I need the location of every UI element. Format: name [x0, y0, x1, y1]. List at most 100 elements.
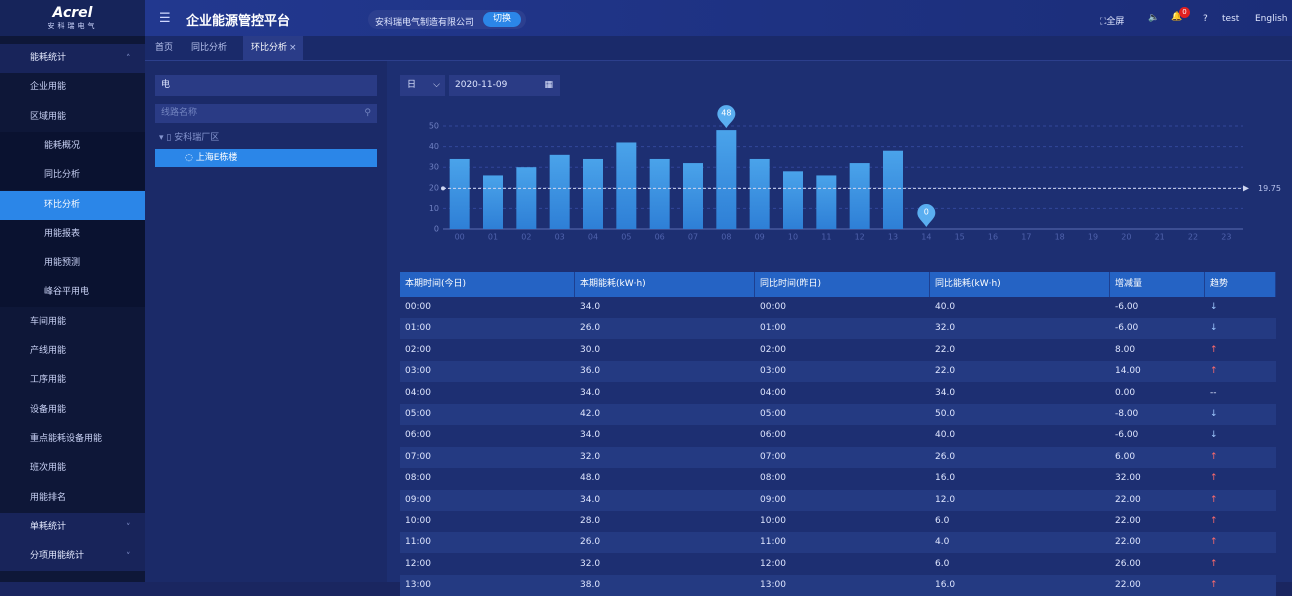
table-cell: 4.0	[935, 537, 950, 548]
average-start	[441, 186, 445, 191]
table-cell: 22.0	[935, 366, 956, 377]
x-tick-label: 18	[1055, 233, 1065, 242]
table-cell: 6.0	[935, 558, 950, 569]
table-cell: 10:00	[760, 516, 786, 526]
table-row	[400, 532, 1276, 554]
filter-panel: 电 线路名称 ⚲ ▾ ▯ 安科瑞厂区 ◌ 上海E栋楼	[145, 61, 387, 582]
table-header: 趋势	[1205, 272, 1276, 297]
table-cell: 12.0	[935, 494, 956, 505]
menu-item[interactable]: 班次用能	[30, 463, 67, 474]
y-tick-label: 40	[429, 142, 439, 151]
bell-icon[interactable]: 🔔	[1171, 12, 1183, 22]
x-tick-label: 15	[955, 233, 965, 242]
average-arrow	[1243, 185, 1249, 192]
search-icon: ⚲	[364, 108, 371, 118]
menu-item[interactable]: 车间用能	[30, 316, 67, 327]
table-cell: 03:00	[405, 366, 431, 377]
extreme-pin	[917, 204, 936, 227]
logo-text: Acrel	[52, 5, 93, 21]
table-cell: 12:00	[760, 558, 786, 569]
table-cell: 12:00	[405, 558, 431, 569]
tree-node-selected[interactable]: ◌ 上海E栋楼	[155, 149, 377, 167]
x-tick-label: 11	[821, 233, 831, 242]
table-header: 同比时间(昨日)	[755, 272, 930, 297]
table-header: 本期时间(今日)	[400, 272, 575, 297]
bar	[583, 158, 603, 229]
switch-button[interactable]: 切换	[483, 12, 521, 27]
menu-subitem[interactable]: 同比分析	[0, 161, 145, 191]
table-cell: 13:00	[760, 580, 786, 591]
date-picker[interactable]: 2020-11-09 ▦	[449, 75, 560, 96]
tree-root-label: 安科瑞厂区	[174, 133, 220, 143]
extreme-pin	[717, 105, 736, 129]
tab[interactable]: 首页	[155, 43, 174, 53]
menu-item[interactable]: 产线用能	[30, 346, 67, 356]
menu-item[interactable]: 工序用能	[30, 375, 67, 386]
tab-close[interactable]: ×	[289, 43, 297, 53]
menu-item-active[interactable]: 环比分析	[0, 190, 145, 220]
x-tick-label: 10	[788, 233, 798, 242]
table-cell: 04:00	[405, 387, 431, 398]
x-tick-label: 17	[1021, 233, 1031, 242]
bar	[616, 142, 637, 229]
user-name[interactable]: test	[1222, 14, 1240, 24]
table-cell: 08:00	[405, 473, 431, 484]
period: 日	[407, 80, 417, 90]
menu-group[interactable]: 能耗统计	[0, 44, 145, 73]
table-cell: 11:00	[405, 537, 431, 548]
x-tick-label: 19	[1088, 233, 1098, 242]
tree-root[interactable]: ▾ ▯ 安科瑞厂区	[159, 133, 220, 143]
y-tick-label: 10	[429, 204, 439, 213]
table-cell: ↑	[1210, 516, 1218, 526]
x-tick-label: 22	[1188, 233, 1198, 242]
menu-item[interactable]: 区域用能	[30, 111, 67, 122]
energy-type-select[interactable]: 电	[155, 75, 377, 96]
table-cell: 6.0	[935, 516, 950, 526]
table-cell: 30.0	[580, 344, 601, 355]
bar	[816, 175, 837, 229]
table-cell: 26.0	[580, 323, 601, 334]
table-cell: 08:00	[760, 473, 786, 484]
table-cell: 09:00	[760, 494, 786, 505]
chart: 0 10 20 30 40 50 00 01 02 03 04 05 06 07 08 48 09 10 11 12 1…	[429, 105, 1281, 242]
table-cell: ↑	[1210, 558, 1218, 569]
menu-item[interactable]: 设备用能	[30, 404, 67, 415]
table-header: 同比能耗(kW·h)	[930, 272, 1110, 297]
table-row	[400, 425, 1276, 447]
menu-group[interactable]: 单耗统计	[0, 512, 145, 542]
menu-item[interactable]: 重点能耗设备用能	[30, 433, 103, 444]
menu-item[interactable]: 用能排名	[30, 492, 67, 503]
x-tick-label: 01	[488, 233, 498, 242]
menu-subitem[interactable]: 用能预测	[0, 249, 145, 279]
tab-active[interactable]: 环比分析	[243, 36, 304, 60]
table-row	[400, 446, 1276, 468]
fullscreen[interactable]: ⛶全屏	[1100, 14, 1124, 27]
sidebar: Acrel 安科瑞电气 能耗统计 ˄ 企业用能区域用能能耗概况 同比分析 环比分析 用能报…	[0, 0, 145, 582]
extreme-label: 48	[721, 109, 731, 118]
menu-toggle[interactable]: ☰	[159, 11, 171, 26]
logo: Acrel 安科瑞电气	[0, 0, 145, 36]
date: 2020-11-09	[455, 80, 508, 90]
help-icon[interactable]: ?	[1203, 14, 1208, 24]
energy-type: 电	[161, 80, 171, 90]
tab[interactable]: 同比分析	[191, 43, 228, 53]
calendar-icon: ▦	[544, 80, 553, 90]
x-tick-label: 08	[721, 233, 731, 242]
table-row	[400, 511, 1276, 532]
menu-caret: ˄	[126, 54, 131, 64]
menu-item[interactable]: 企业用能	[30, 82, 67, 93]
menu-subitem[interactable]: 能耗概况	[0, 131, 145, 161]
menu-subitem[interactable]: 峰谷平用电	[0, 278, 145, 308]
language-switch[interactable]: English	[1255, 14, 1288, 24]
period-select[interactable]: 日 ⌵	[400, 75, 445, 96]
sound-icon[interactable]: 🔈	[1148, 13, 1160, 23]
table-cell: ↑	[1210, 344, 1218, 355]
table-cell: 07:00	[760, 451, 786, 462]
header: ☰ 企业能源管控平台 安科瑞电气制造有限公司 切换 ⛶全屏 🔈 🔔 0 ? te…	[145, 0, 1292, 36]
menu-group[interactable]: 分项用能统计	[0, 542, 145, 572]
table-cell: 50.0	[935, 409, 956, 419]
tab-bar: 首页 同比分析 环比分析 ×	[145, 36, 1292, 61]
table-cell: 00:00	[405, 302, 431, 312]
search-input[interactable]: 线路名称 ⚲	[155, 104, 377, 123]
menu-subitem[interactable]: 用能报表	[0, 219, 145, 249]
